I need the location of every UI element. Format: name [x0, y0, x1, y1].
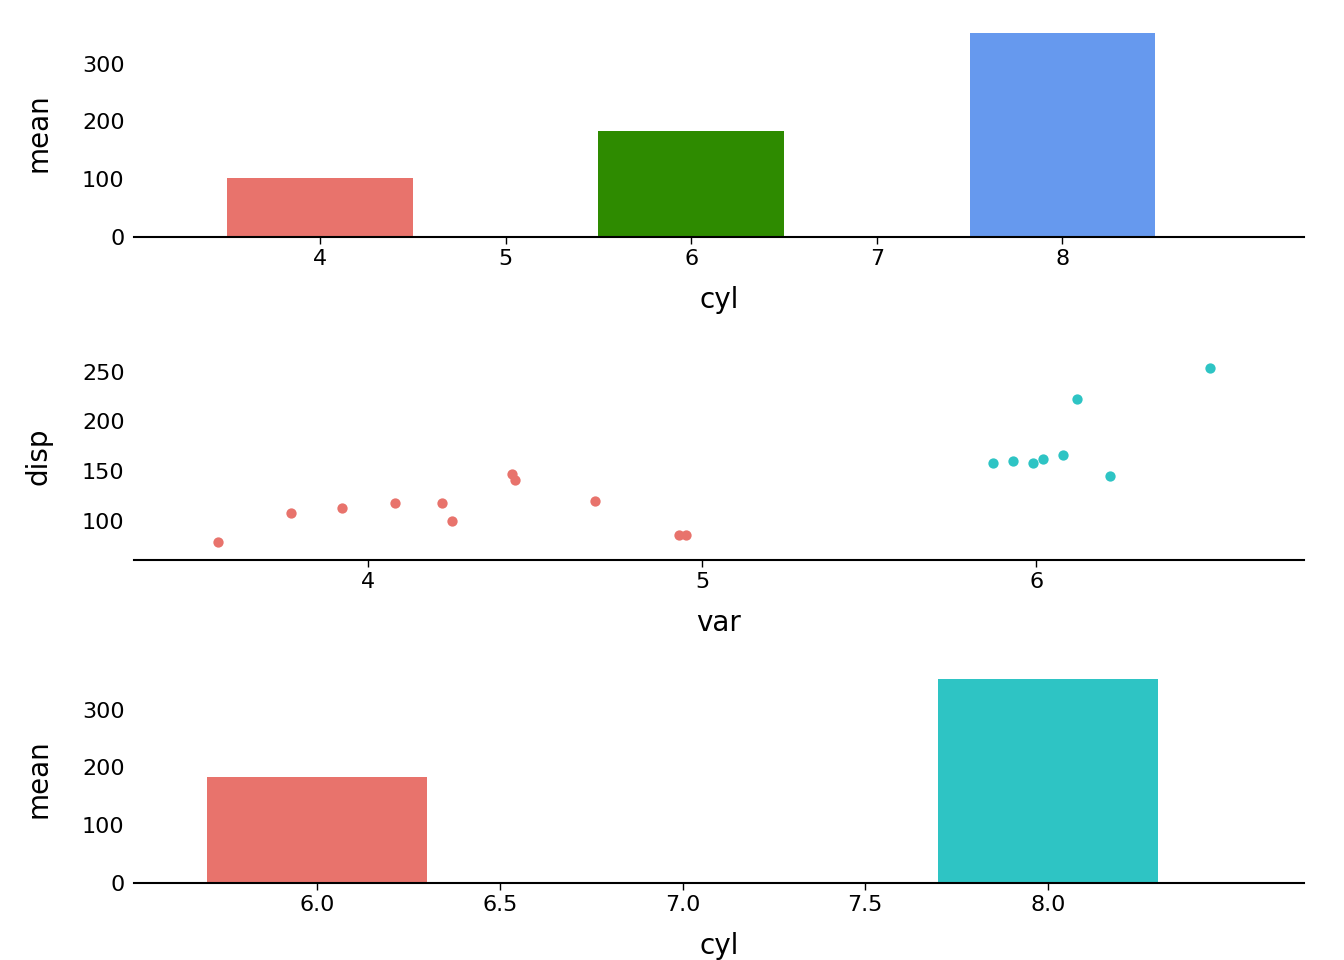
Y-axis label: mean: mean	[24, 739, 52, 818]
X-axis label: cyl: cyl	[699, 286, 739, 314]
Point	[441, 513, 462, 528]
Point	[331, 500, 352, 516]
Point	[384, 495, 406, 511]
Bar	[207, 778, 426, 883]
Bar	[938, 679, 1157, 883]
Bar	[598, 132, 784, 237]
Point	[585, 493, 606, 509]
Point	[1032, 451, 1054, 467]
Bar	[227, 178, 413, 237]
Bar	[969, 33, 1156, 237]
X-axis label: cyl: cyl	[699, 931, 739, 960]
Point	[1099, 468, 1121, 484]
X-axis label: var: var	[696, 609, 742, 636]
Point	[668, 528, 689, 543]
Point	[281, 505, 302, 520]
Point	[504, 472, 526, 488]
Y-axis label: disp: disp	[24, 427, 52, 485]
Point	[207, 535, 228, 550]
Point	[431, 495, 453, 511]
Y-axis label: mean: mean	[24, 94, 52, 173]
Point	[1023, 455, 1044, 470]
Point	[1003, 453, 1024, 468]
Point	[501, 467, 523, 482]
Point	[675, 528, 696, 543]
Point	[982, 455, 1004, 470]
Point	[1066, 392, 1087, 407]
Point	[1052, 447, 1074, 463]
Point	[1199, 360, 1220, 375]
